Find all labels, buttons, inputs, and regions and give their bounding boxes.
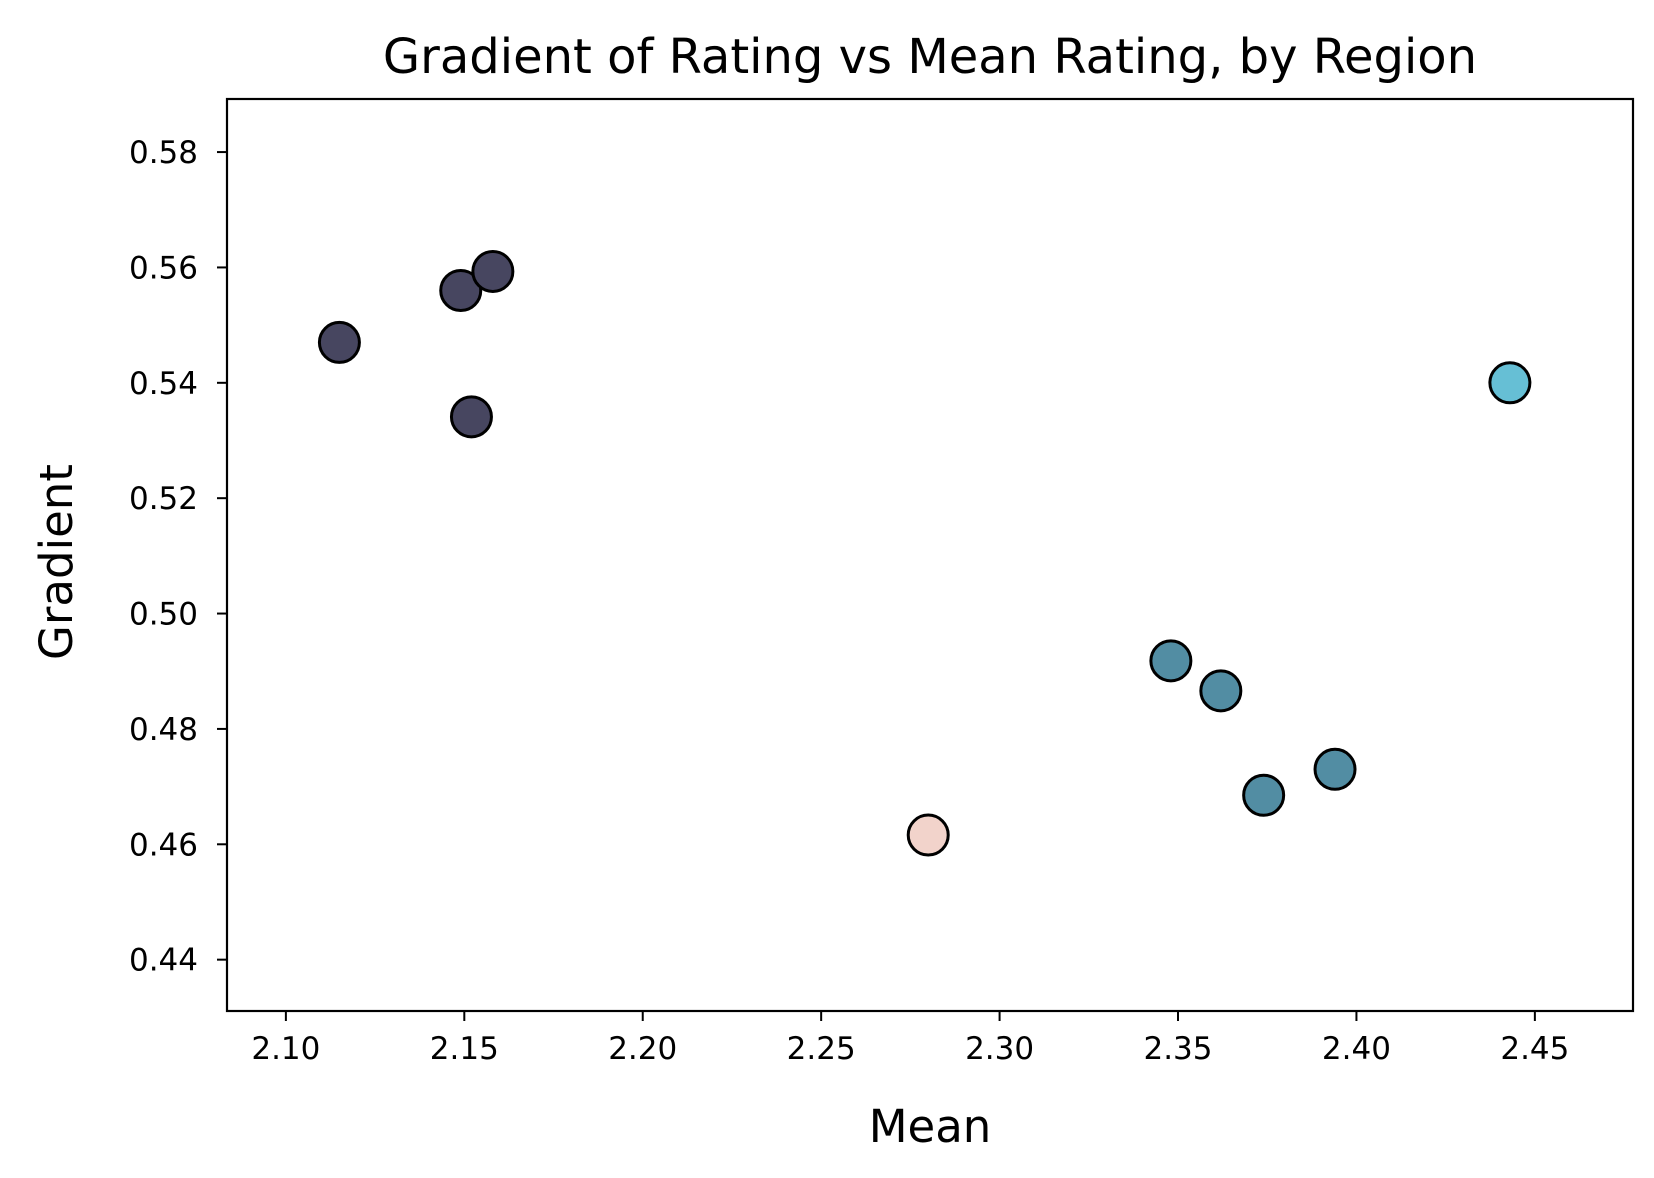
scatter-point bbox=[1242, 773, 1286, 817]
y-tick-label: 0.56 bbox=[129, 250, 198, 286]
x-tick-label: 2.15 bbox=[430, 1031, 499, 1067]
y-axis-title: Gradient bbox=[30, 464, 83, 660]
y-tick-label: 0.54 bbox=[129, 366, 198, 402]
x-tick-label: 2.40 bbox=[1322, 1031, 1391, 1067]
scatter-point bbox=[1313, 747, 1357, 791]
scatter-point bbox=[906, 813, 950, 857]
x-axis-ticks: 2.10 2.15 2.20 2.25 2.30 2.35 2.40 2.45 bbox=[251, 1011, 1569, 1067]
scatter-point bbox=[1149, 639, 1193, 683]
y-tick-label: 0.48 bbox=[129, 712, 198, 748]
x-tick-label: 2.45 bbox=[1500, 1031, 1569, 1067]
scatter-point bbox=[317, 320, 361, 364]
x-tick-label: 2.30 bbox=[965, 1031, 1034, 1067]
scatter-point bbox=[449, 395, 493, 439]
scatter-point bbox=[471, 249, 515, 293]
scatter-point bbox=[1199, 669, 1243, 713]
x-tick-label: 2.35 bbox=[1143, 1031, 1212, 1067]
scatter-point bbox=[1488, 361, 1532, 405]
y-tick-label: 0.52 bbox=[129, 481, 198, 517]
y-tick-label: 0.50 bbox=[129, 597, 198, 633]
x-tick-label: 2.10 bbox=[251, 1031, 320, 1067]
y-tick-label: 0.46 bbox=[129, 827, 198, 863]
scatter-point bbox=[439, 269, 483, 313]
y-tick-label: 0.58 bbox=[129, 135, 198, 171]
y-tick-label: 0.44 bbox=[129, 943, 198, 979]
x-axis-title: Mean bbox=[869, 1100, 992, 1153]
chart-title: Gradient of Rating vs Mean Rating, by Re… bbox=[383, 29, 1477, 85]
plot-frame bbox=[225, 97, 1635, 1013]
x-tick-label: 2.20 bbox=[608, 1031, 677, 1067]
x-tick-label: 2.25 bbox=[787, 1031, 856, 1067]
y-axis-ticks: 0.44 0.46 0.48 0.50 0.52 0.54 0.56 0.58 bbox=[129, 135, 227, 979]
data-points bbox=[317, 249, 1532, 857]
